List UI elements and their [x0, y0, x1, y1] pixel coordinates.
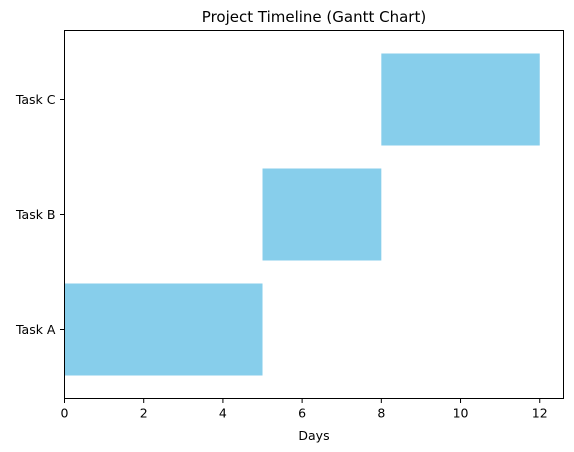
x-tick-label: 12: [532, 406, 548, 421]
x-tick-label: 6: [298, 406, 306, 421]
y-tick-label: Task B: [15, 207, 56, 222]
chart-title: Project Timeline (Gantt Chart): [202, 8, 426, 26]
x-tick-label: 8: [377, 406, 385, 421]
y-tick-label: Task C: [15, 92, 56, 107]
x-axis-label: Days: [298, 428, 329, 443]
bar-task-b: [262, 168, 382, 261]
x-tick-label: 4: [219, 406, 227, 421]
bars-group: [64, 53, 540, 376]
y-axis-ticks: Task A Task B Task C: [15, 92, 65, 337]
x-tick-label: 0: [61, 406, 69, 421]
x-tick-label: 10: [453, 406, 469, 421]
x-axis-ticks: 0 2 4 6 8 10 12: [61, 398, 548, 421]
x-tick-label: 2: [140, 406, 148, 421]
bar-task-c: [381, 53, 540, 146]
y-tick-label: Task A: [15, 322, 56, 337]
bar-task-a: [64, 283, 263, 376]
